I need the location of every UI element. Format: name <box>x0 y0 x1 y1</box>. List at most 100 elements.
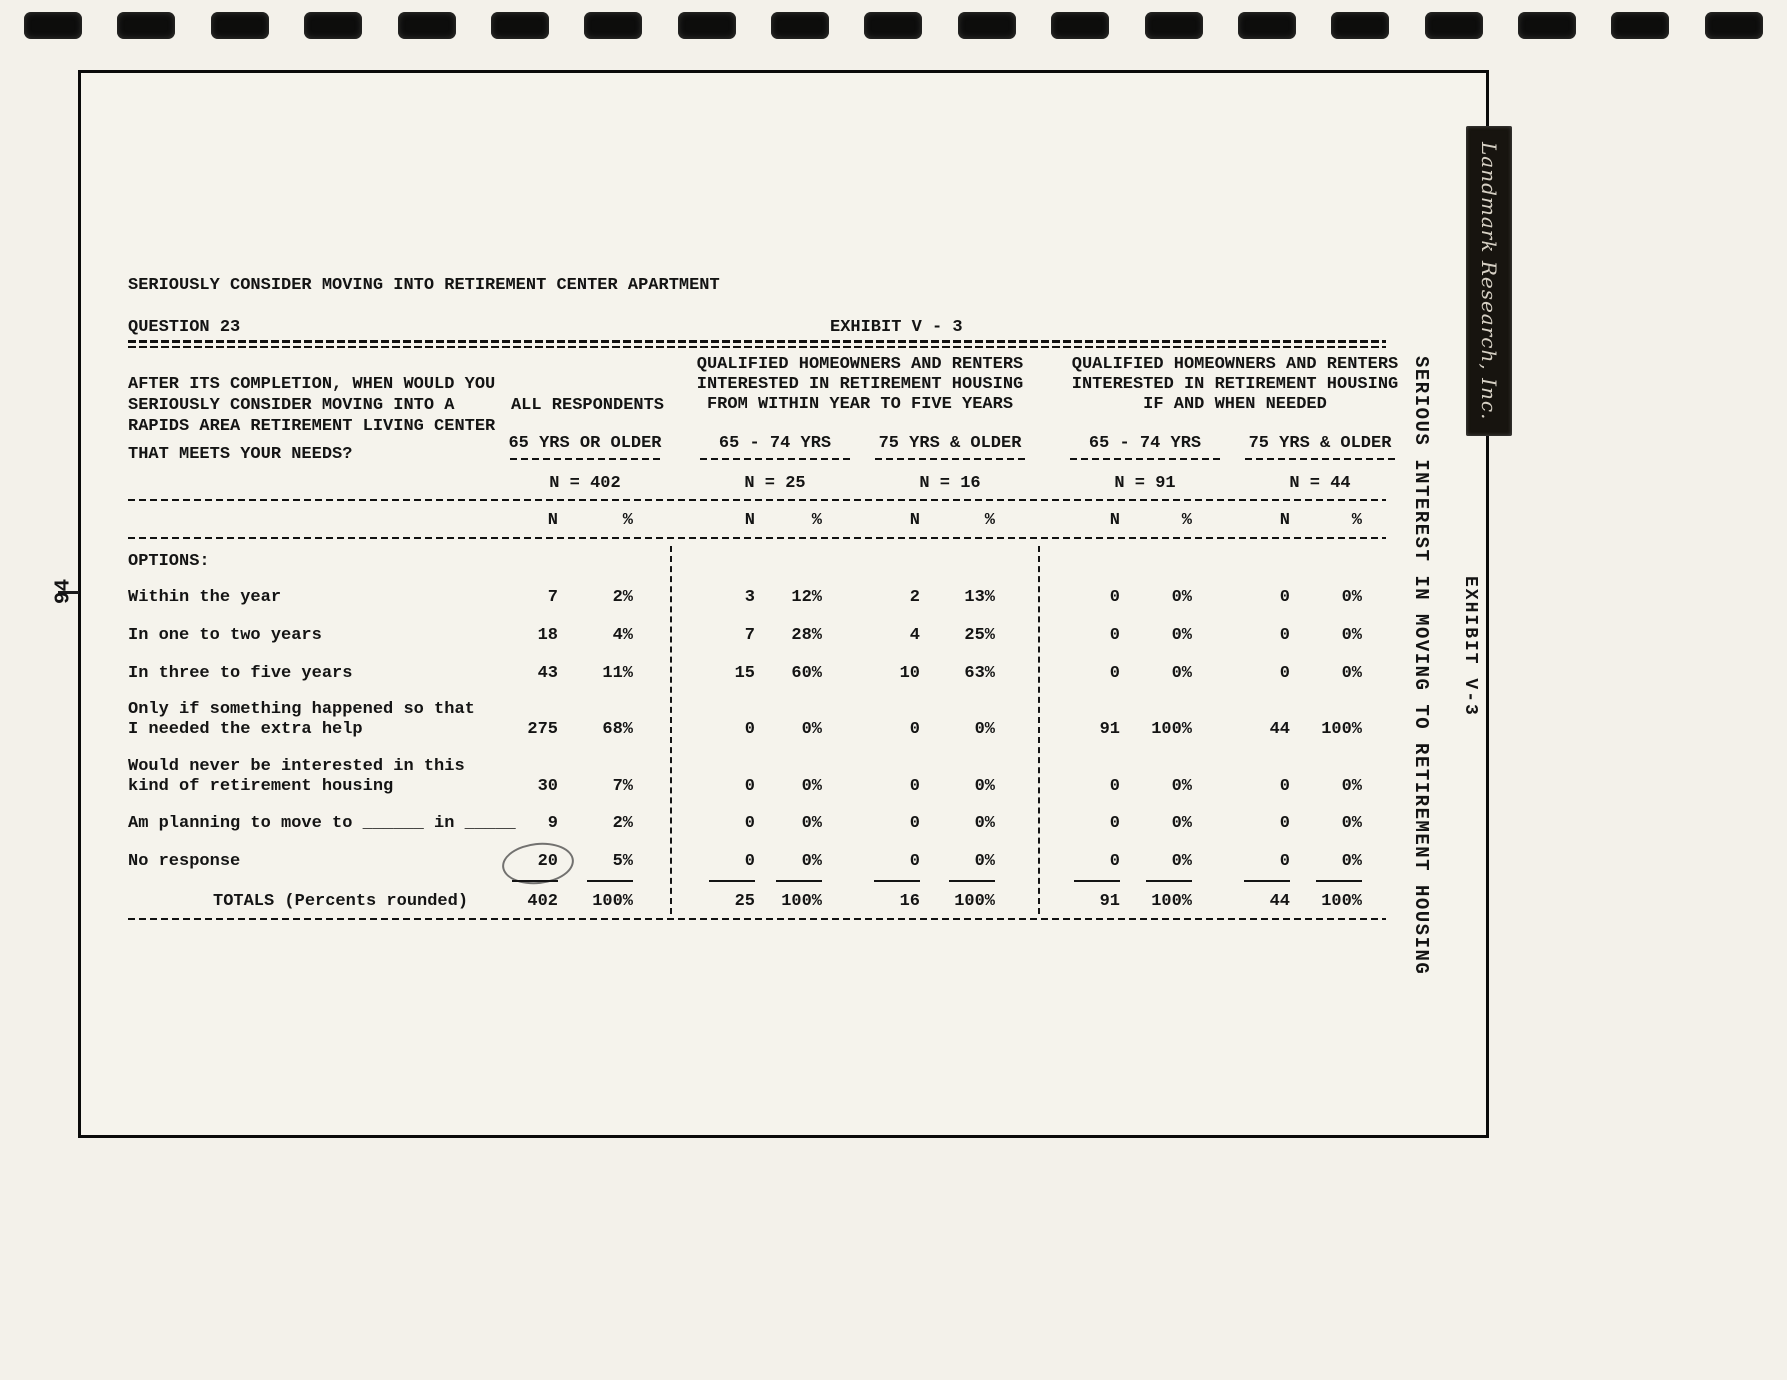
group-divider <box>670 546 672 914</box>
row-label: Would never be interested in this <box>128 757 465 776</box>
cell: 100% <box>781 892 822 911</box>
options-row: OPTIONS: <box>128 552 1398 574</box>
cell: 0 <box>909 814 920 833</box>
binding-hole <box>397 12 456 39</box>
cell: 0 <box>909 777 920 796</box>
publisher-stamp-text: Landmark Research, Inc. <box>1477 141 1501 421</box>
cell: 0% <box>1341 664 1362 683</box>
table-row: Am planning to move to ______ in _____ 9… <box>128 814 1398 836</box>
cell: 68% <box>602 720 633 739</box>
cell: 28% <box>791 626 822 645</box>
options-label: OPTIONS: <box>128 552 210 571</box>
cell: 100% <box>1151 892 1192 911</box>
cell: 275 <box>527 720 558 739</box>
dashed-rule <box>128 499 1386 501</box>
cell: 0 <box>1109 664 1120 683</box>
cell: 0% <box>801 777 822 796</box>
group2-title-line: FROM WITHIN YEAR TO FIVE YEARS <box>706 395 1014 414</box>
cell: 0 <box>909 720 920 739</box>
cell: 0 <box>744 777 755 796</box>
cell: 5% <box>612 852 633 871</box>
group3-title: QUALIFIED HOMEOWNERS AND RENTERS INTERES… <box>1050 355 1420 415</box>
subheader-underline <box>1245 458 1395 460</box>
row-label: I needed the extra help <box>128 720 363 739</box>
binding-hole <box>771 12 829 39</box>
cell: 0% <box>974 777 995 796</box>
row-label: In one to two years <box>128 626 322 645</box>
dashed-rule <box>128 537 1386 539</box>
cell: 3 <box>744 588 755 607</box>
cell: 20 <box>537 852 558 871</box>
cell: 0 <box>744 852 755 871</box>
cell: 9 <box>547 814 558 833</box>
cell: 0% <box>1341 588 1362 607</box>
binding-hole <box>1704 12 1763 39</box>
question-line: THAT MEETS YOUR NEEDS? <box>128 445 353 464</box>
cell: 402 <box>527 892 558 911</box>
table-row: Within the year 7 2% 3 12% 2 13% 0 0% 0 … <box>128 588 1398 610</box>
group2-title-line: QUALIFIED HOMEOWNERS AND RENTERS <box>696 355 1024 374</box>
group2-title-line: INTERESTED IN RETIREMENT HOUSING <box>696 375 1024 394</box>
col-header-n: N <box>1109 511 1120 530</box>
subheader-age: 65 YRS OR OLDER <box>508 434 662 453</box>
cell: 0 <box>744 814 755 833</box>
table-row: In three to five years 43 11% 15 60% 10 … <box>128 664 1398 686</box>
n-count: N = 25 <box>744 474 806 493</box>
n-count: N = 44 <box>1289 474 1351 493</box>
cell: 2 <box>909 588 920 607</box>
cell: 10 <box>899 664 920 683</box>
side-label-title: SERIOUS INTEREST IN MOVING TO RETIREMENT… <box>1410 356 1432 976</box>
cell: 0% <box>801 852 822 871</box>
cell: 100% <box>954 892 995 911</box>
col-header-pct: % <box>622 511 633 530</box>
cell: 0% <box>974 720 995 739</box>
cell: 91 <box>1099 892 1120 911</box>
binding-hole <box>584 12 643 39</box>
cell: 0% <box>974 814 995 833</box>
question-text: AFTER ITS COMPLETION, WHEN WOULD YOU SER… <box>128 374 495 465</box>
equals-separator <box>128 340 1386 349</box>
binding-hole <box>1424 12 1483 39</box>
margin-tick <box>58 591 79 594</box>
cell: 0 <box>1109 852 1120 871</box>
table-row: In one to two years 18 4% 7 28% 4 25% 0 … <box>128 626 1398 648</box>
cell: 7 <box>744 626 755 645</box>
cell: 0% <box>1171 664 1192 683</box>
table-row: No response 20 5% 0 0% 0 0% 0 0% 0 0% <box>128 839 1398 888</box>
cell: 4 <box>909 626 920 645</box>
publisher-stamp: Landmark Research, Inc. <box>1466 126 1512 436</box>
dash-segment <box>949 880 995 882</box>
cell: 0% <box>1171 626 1192 645</box>
cell: 0 <box>1279 852 1290 871</box>
cell: 25 <box>734 892 755 911</box>
subheader-age: 65 - 74 YRS <box>718 434 832 453</box>
cell: 0% <box>1171 814 1192 833</box>
doc-title: SERIOUSLY CONSIDER MOVING INTO RETIREMEN… <box>128 276 720 295</box>
cell: 0% <box>1341 852 1362 871</box>
row-label: No response <box>128 852 241 871</box>
cell: 0% <box>801 814 822 833</box>
binding-hole <box>957 12 1016 39</box>
dash-segment <box>1244 880 1290 882</box>
dash-segment <box>1316 880 1362 882</box>
cell: 0 <box>744 720 755 739</box>
question-line: SERIOUSLY CONSIDER MOVING INTO A <box>128 396 455 415</box>
col-header-n: N <box>909 511 920 530</box>
row-label: Am planning to move to ______ in _____ <box>128 814 516 833</box>
col-header-n: N <box>547 511 558 530</box>
group1-title: ALL RESPONDENTS <box>510 396 665 415</box>
subheader-underline <box>510 458 660 460</box>
cell: 44 <box>1269 720 1290 739</box>
binding-hole <box>490 12 549 39</box>
cell: 0% <box>1341 777 1362 796</box>
cell: 100% <box>1321 892 1362 911</box>
subheader-underline <box>875 458 1025 460</box>
cell: 0% <box>1171 588 1192 607</box>
cell: 12% <box>791 588 822 607</box>
cell: 100% <box>592 892 633 911</box>
binding-holes-strip <box>0 12 1787 42</box>
subheader-age: 75 YRS & OLDER <box>878 434 1022 453</box>
binding-hole <box>304 12 363 39</box>
table-row: Would never be interested in this kind o… <box>128 757 1398 799</box>
binding-hole <box>210 12 269 39</box>
